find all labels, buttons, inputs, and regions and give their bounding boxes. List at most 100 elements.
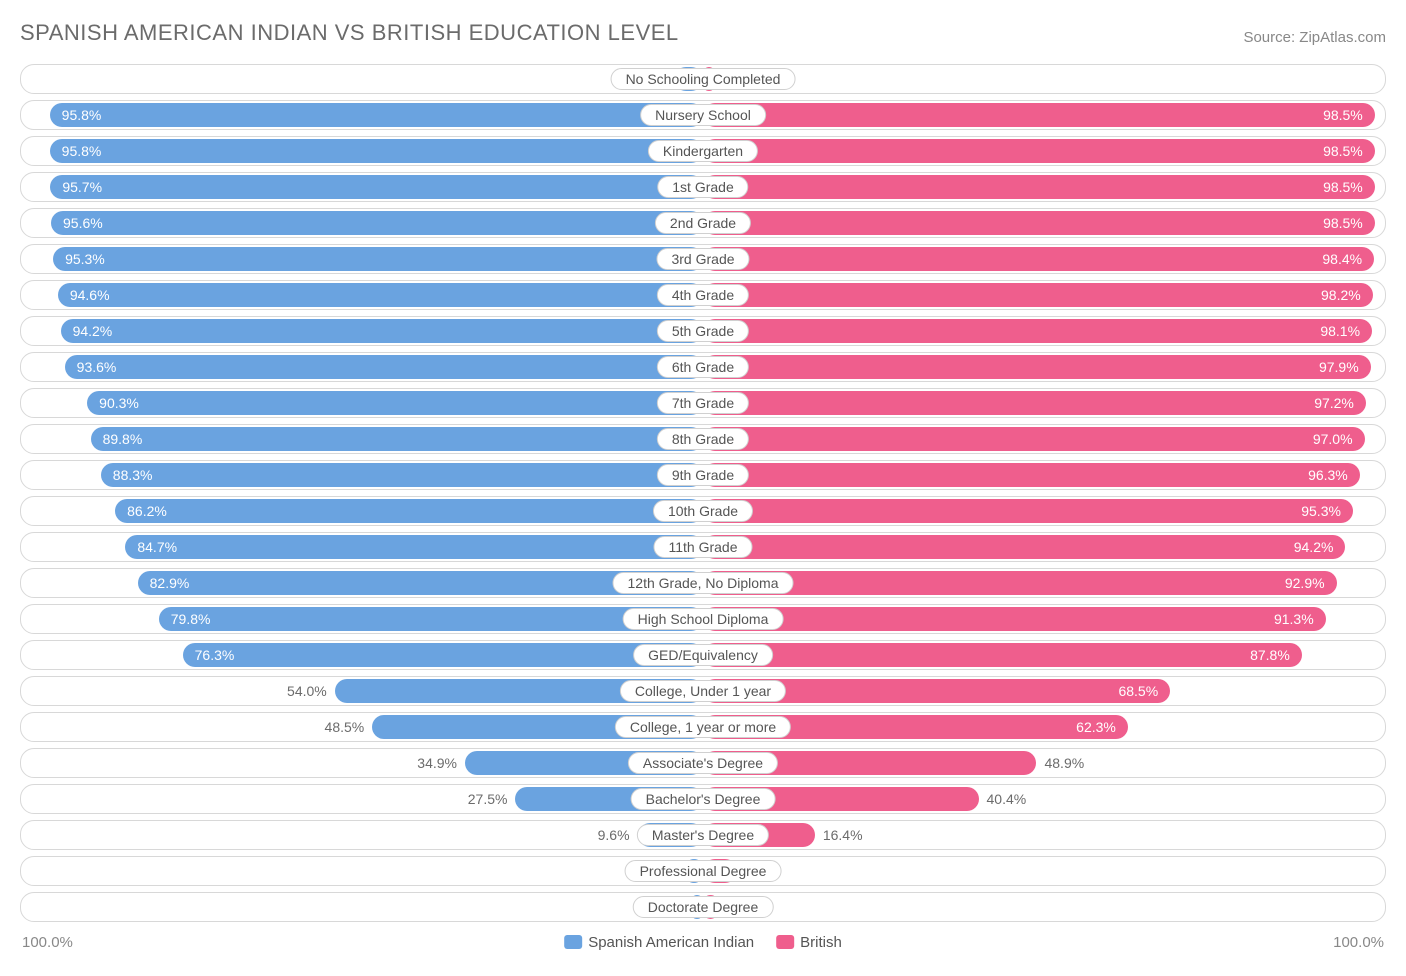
chart-row: 79.8% 91.3% High School Diploma <box>20 604 1386 634</box>
bar-left: 89.8% <box>91 427 703 451</box>
bar-value-right: 48.9% <box>1036 749 1116 777</box>
axis-max-left: 100.0% <box>22 934 73 951</box>
bar-value-right: 98.5% <box>1323 179 1363 195</box>
category-label: No Schooling Completed <box>611 68 796 90</box>
bar-right: 98.5% <box>703 211 1375 235</box>
bar-value-left: 95.8% <box>62 107 102 123</box>
bar-left: 95.3% <box>53 247 703 271</box>
bar-right: 98.5% <box>703 139 1375 163</box>
bar-right: 97.9% <box>703 355 1371 379</box>
bar-value-left: 95.3% <box>65 251 105 267</box>
bar-value-left: 88.3% <box>113 467 153 483</box>
chart-row: 95.7% 98.5% 1st Grade <box>20 172 1386 202</box>
legend-label-right: British <box>800 934 842 951</box>
category-label: 8th Grade <box>657 428 749 450</box>
bar-value-right: 68.5% <box>1118 683 1158 699</box>
chart-row: 90.3%97.2%7th Grade <box>20 388 1386 418</box>
chart-row: 4.2%1.5%No Schooling Completed <box>20 64 1386 94</box>
bar-value-right: 97.0% <box>1313 431 1353 447</box>
category-label: 11th Grade <box>653 536 752 558</box>
category-label: 10th Grade <box>653 500 753 522</box>
axis-max-right: 100.0% <box>1333 934 1384 951</box>
bar-right: 94.2% <box>703 535 1345 559</box>
chart-row: 95.8% 98.5% Kindergarten <box>20 136 1386 166</box>
category-label: 5th Grade <box>657 320 749 342</box>
chart-row: 94.2% 98.1% 5th Grade <box>20 316 1386 346</box>
bar-value-left: 79.8% <box>171 611 211 627</box>
bar-right: 98.1% <box>703 319 1372 343</box>
chart-row: 93.6% 97.9% 6th Grade <box>20 352 1386 382</box>
bar-value-left: 94.6% <box>70 287 110 303</box>
category-label: Bachelor's Degree <box>631 788 776 810</box>
chart-row: 86.2% 95.3% 10th Grade <box>20 496 1386 526</box>
chart-row: 34.9%48.9%Associate's Degree <box>20 748 1386 778</box>
category-label: Kindergarten <box>648 140 758 162</box>
bar-value-left: 86.2% <box>127 503 167 519</box>
chart-row: 95.3% 98.4% 3rd Grade <box>20 244 1386 274</box>
category-label: Nursery School <box>640 104 766 126</box>
category-label: 4th Grade <box>657 284 749 306</box>
bar-value-left: 95.8% <box>62 143 102 159</box>
legend-swatch-left <box>564 935 582 949</box>
category-label: 2nd Grade <box>655 212 751 234</box>
bar-left: 94.6% <box>58 283 703 307</box>
chart-row: 95.8% 98.5% Nursery School <box>20 100 1386 130</box>
bar-value-right: 98.5% <box>1323 143 1363 159</box>
category-label: 9th Grade <box>657 464 749 486</box>
legend-item-right: British <box>776 934 842 951</box>
chart-footer: 100.0% Spanish American Indian British 1… <box>20 928 1386 956</box>
bar-value-right: 87.8% <box>1250 647 1290 663</box>
bar-value-right: 91.3% <box>1274 611 1314 627</box>
legend-swatch-right <box>776 935 794 949</box>
category-label: College, 1 year or more <box>615 716 791 738</box>
chart-row: 84.7% 94.2% 11th Grade <box>20 532 1386 562</box>
bar-value-left: 34.9% <box>385 749 465 777</box>
bar-value-right: 62.3% <box>1076 719 1116 735</box>
chart-row: 89.8% 97.0% 8th Grade <box>20 424 1386 454</box>
bar-right: 92.9% <box>703 571 1337 595</box>
bar-value-right: 97.9% <box>1319 359 1359 375</box>
bar-value-left: 82.9% <box>150 575 190 591</box>
bar-value-left: 95.7% <box>62 179 102 195</box>
bar-value-right: 98.4% <box>1322 251 1362 267</box>
bar-left: 94.2% <box>61 319 703 343</box>
bar-value-right: 95.3% <box>1301 503 1341 519</box>
chart-row: 48.5%62.3%College, 1 year or more <box>20 712 1386 742</box>
bar-right: 98.5% <box>703 175 1375 199</box>
bar-value-right: 94.2% <box>1294 539 1334 555</box>
bar-value-right: 92.9% <box>1285 575 1325 591</box>
chart-row: 2.7%5.0%Professional Degree <box>20 856 1386 886</box>
chart-source: Source: ZipAtlas.com <box>1243 29 1386 46</box>
chart-row: 95.6% 98.5% 2nd Grade <box>20 208 1386 238</box>
bar-value-left: 76.3% <box>195 647 235 663</box>
legend-item-left: Spanish American Indian <box>564 934 754 951</box>
bar-right: 97.0% <box>703 427 1365 451</box>
bar-value-left: 89.8% <box>103 431 143 447</box>
bar-left: 88.3% <box>101 463 703 487</box>
bar-value-right: 98.5% <box>1323 107 1363 123</box>
chart-row: 94.6% 98.2%4th Grade <box>20 280 1386 310</box>
chart-row: 88.3%96.3%9th Grade <box>20 460 1386 490</box>
bar-right: 98.4% <box>703 247 1374 271</box>
bar-left: 84.7% <box>125 535 703 559</box>
category-label: GED/Equivalency <box>633 644 773 666</box>
legend: Spanish American Indian British <box>564 934 842 951</box>
category-label: 7th Grade <box>657 392 749 414</box>
bar-value-right: 98.1% <box>1320 323 1360 339</box>
bar-value-left: 54.0% <box>255 677 335 705</box>
category-label: High School Diploma <box>623 608 784 630</box>
category-label: 3rd Grade <box>656 248 749 270</box>
bar-right: 98.2% <box>703 283 1373 307</box>
bar-value-left: 27.5% <box>435 785 515 813</box>
category-label: 12th Grade, No Diploma <box>613 572 794 594</box>
bar-right: 95.3% <box>703 499 1353 523</box>
chart-title: SPANISH AMERICAN INDIAN VS BRITISH EDUCA… <box>20 20 679 46</box>
bar-left: 95.6% <box>51 211 703 235</box>
bar-left: 95.8% <box>50 103 703 127</box>
category-label: Master's Degree <box>637 824 769 846</box>
bar-value-right: 98.5% <box>1323 215 1363 231</box>
category-label: 1st Grade <box>657 176 748 198</box>
category-label: 6th Grade <box>657 356 749 378</box>
bar-value-left: 93.6% <box>77 359 117 375</box>
bar-value-right: 40.4% <box>979 785 1059 813</box>
